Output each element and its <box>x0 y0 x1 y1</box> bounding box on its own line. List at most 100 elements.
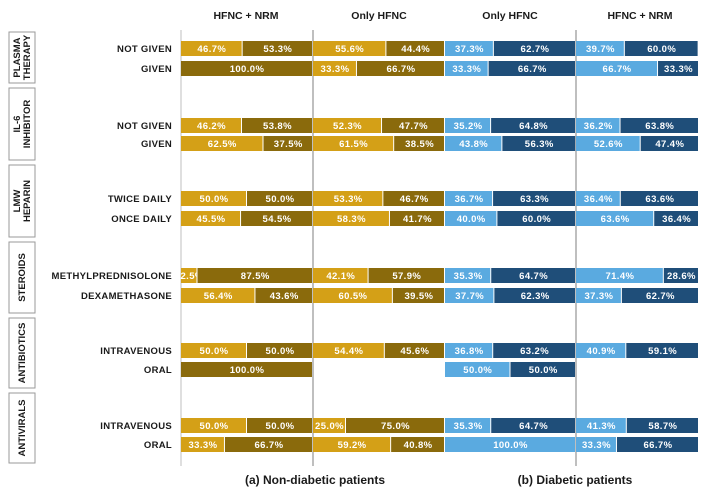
bar-value-label: 35.2% <box>454 121 483 132</box>
bar-segment <box>445 418 491 433</box>
bar-segment <box>356 61 444 76</box>
group-label: LMWHEPARIN <box>12 180 33 222</box>
bar-value-label: 50.0% <box>266 194 295 205</box>
column-header-nd-0: HFNC + NRM <box>213 10 278 22</box>
bar-value-label: 50.0% <box>200 194 229 205</box>
group-label-box <box>8 317 36 389</box>
bar-value-label: 61.5% <box>339 139 368 150</box>
bar-segment <box>491 118 575 133</box>
bar-value-label: 43.6% <box>270 291 299 302</box>
bar-segment <box>181 191 246 206</box>
bar-segment <box>313 418 345 433</box>
bar-value-label: 40.9% <box>587 346 616 357</box>
bar-value-label: 35.3% <box>454 271 483 282</box>
bar-segment <box>181 61 312 76</box>
bar-segment <box>181 41 242 56</box>
bar-segment <box>181 418 246 433</box>
bar-segment <box>242 41 312 56</box>
row-label: NOT GIVEN <box>117 121 172 132</box>
group-label-box <box>8 87 36 161</box>
bar-segment <box>576 211 654 226</box>
bar-segment <box>491 418 575 433</box>
bar-value-label: 66.7% <box>387 64 416 75</box>
bar-segment <box>241 211 312 226</box>
group-label-box <box>8 392 36 464</box>
bar-segment <box>313 268 368 283</box>
bar-value-label: 37.5% <box>274 139 303 150</box>
bar-value-label: 39.7% <box>586 44 615 55</box>
bar-value-label: 64.8% <box>519 121 548 132</box>
bar-segment <box>576 61 658 76</box>
bar-segment <box>247 191 312 206</box>
bar-segment <box>181 437 224 452</box>
bar-segment <box>502 136 576 151</box>
group-label-line: THERAPY <box>22 34 33 80</box>
group-label-box <box>8 241 36 314</box>
bar-value-label: 56.4% <box>204 291 233 302</box>
group-label-line: ANTIVIRALS <box>17 400 28 457</box>
bar-segment <box>576 343 626 358</box>
bar-value-label: 64.7% <box>519 421 548 432</box>
bar-segment <box>313 61 356 76</box>
bar-value-label: 33.3% <box>452 64 481 75</box>
bar-segment <box>181 211 241 226</box>
bar-value-label: 62.7% <box>646 291 675 302</box>
bar-value-label: 63.3% <box>520 194 549 205</box>
column-header-d-1: HFNC + NRM <box>607 10 672 22</box>
bar-segment <box>346 418 444 433</box>
bar-segment <box>576 437 616 452</box>
bar-value-label: 12.5% <box>175 271 204 282</box>
bar-segment <box>663 268 698 283</box>
bar-segment <box>576 418 626 433</box>
bar-value-label: 36.7% <box>455 194 484 205</box>
bar-value-label: 66.7% <box>518 64 547 75</box>
bar-value-label: 45.5% <box>197 214 226 225</box>
bar-segment <box>382 118 444 133</box>
bar-segment <box>626 343 698 358</box>
bar-segment <box>394 136 444 151</box>
bar-value-label: 64.7% <box>519 271 548 282</box>
bar-value-label: 38.5% <box>405 139 434 150</box>
bar-segment <box>181 118 241 133</box>
bar-value-label: 62.7% <box>520 44 549 55</box>
bar-value-label: 66.7% <box>644 440 673 451</box>
bar-segment <box>392 288 444 303</box>
bar-segment <box>313 118 382 133</box>
bar-segment <box>313 136 394 151</box>
bar-value-label: 33.3% <box>664 64 693 75</box>
bar-segment <box>576 136 640 151</box>
bar-segment <box>488 61 575 76</box>
bar-value-label: 25.0% <box>315 421 344 432</box>
bar-value-label: 36.4% <box>662 214 691 225</box>
bar-value-label: 41.3% <box>587 421 616 432</box>
bar-value-label: 47.7% <box>399 121 428 132</box>
bar-value-label: 37.3% <box>584 291 613 302</box>
group-label-line: ANTIBIOTICS <box>17 323 28 384</box>
row-label: DEXAMETHASONE <box>81 291 172 302</box>
bar-segment <box>576 268 663 283</box>
bar-segment <box>616 437 698 452</box>
group-label-line: PLASMA <box>12 37 23 77</box>
bar-value-label: 36.8% <box>455 346 484 357</box>
bar-segment <box>620 118 698 133</box>
bar-value-label: 50.0% <box>200 346 229 357</box>
group-label-line: HEPARIN <box>22 180 33 222</box>
panel-caption-b: (b) Diabetic patients <box>518 473 633 487</box>
bar-segment <box>621 288 698 303</box>
row-label: GIVEN <box>141 139 172 150</box>
row-label: METHYLPREDNISOLONE <box>52 271 172 282</box>
bar-segment <box>386 41 444 56</box>
bar-segment <box>493 191 575 206</box>
bar-value-label: 37.3% <box>455 44 484 55</box>
bar-value-label: 46.7% <box>400 194 429 205</box>
bar-segment <box>576 191 620 206</box>
bar-segment <box>445 268 491 283</box>
bar-value-label: 33.3% <box>321 64 350 75</box>
group-label: IL-6INHIBITOR <box>12 100 33 149</box>
bar-value-label: 50.0% <box>529 365 558 376</box>
bar-value-label: 39.5% <box>404 291 433 302</box>
bar-value-label: 55.6% <box>335 44 364 55</box>
bar-segment <box>197 268 312 283</box>
bar-value-label: 52.3% <box>333 121 362 132</box>
bar-value-label: 75.0% <box>381 421 410 432</box>
